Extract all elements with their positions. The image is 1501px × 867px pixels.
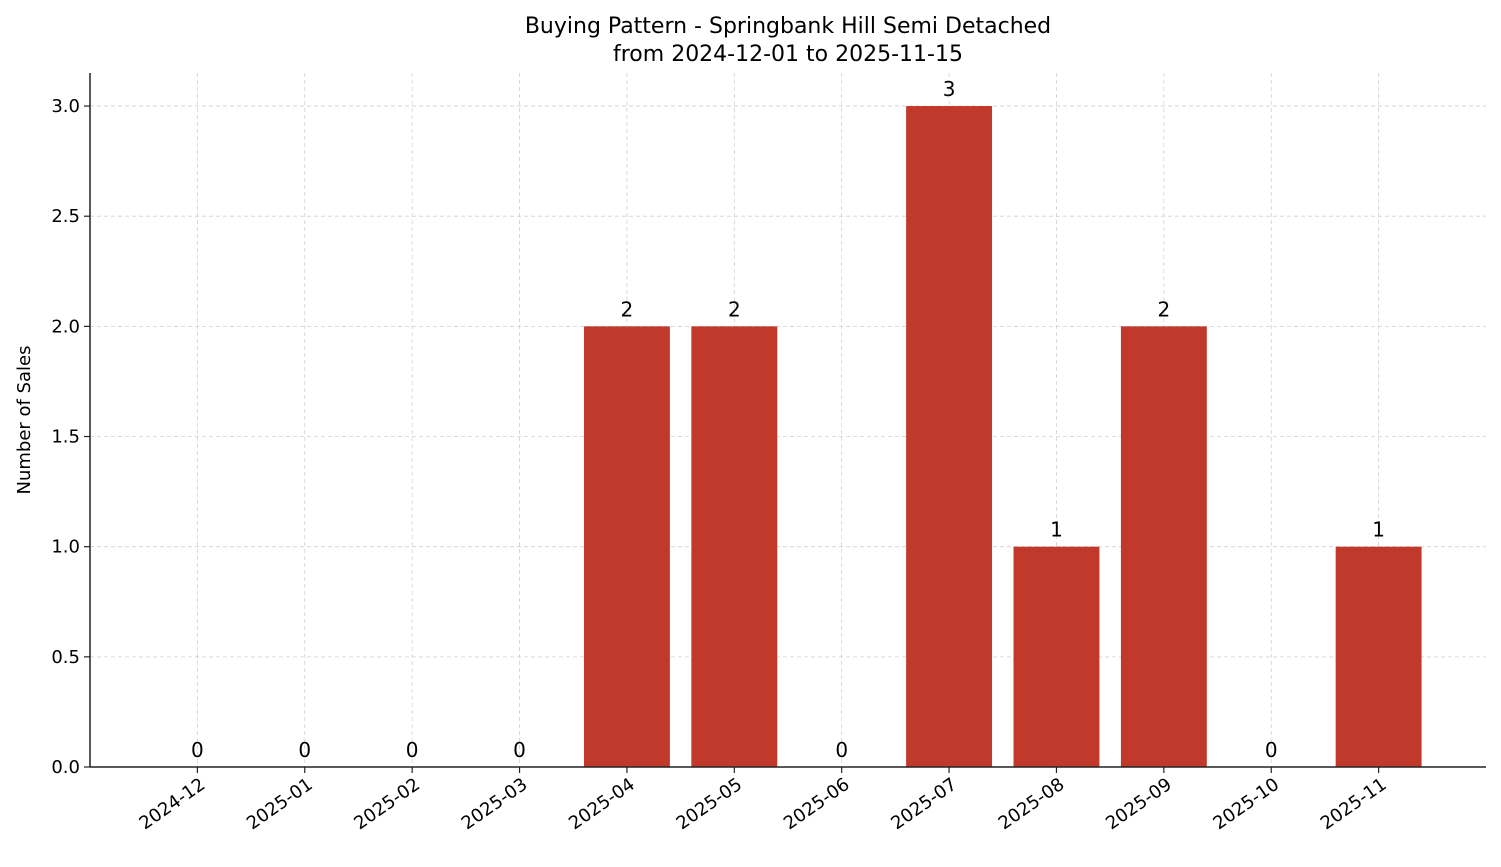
bars: 0 0 0 0 2 2 0 3 1 2 0 1: [191, 77, 1422, 768]
data-label: 0: [406, 738, 419, 762]
x-tick-label: 2024-12: [136, 774, 210, 834]
y-tick-label: 0.5: [51, 647, 80, 668]
y-tick-label: 2.5: [51, 206, 80, 227]
data-label: 0: [298, 738, 311, 762]
y-tick-label: 1.5: [51, 427, 80, 448]
data-label: 2: [621, 297, 634, 321]
x-tick-label: 2025-11: [1317, 774, 1391, 834]
x-tick-label: 2025-03: [458, 774, 532, 834]
y-axis-label: Number of Sales: [14, 345, 35, 494]
bar: [1013, 546, 1100, 767]
data-label: 0: [191, 738, 204, 762]
data-label: 2: [1157, 297, 1170, 321]
y-tick-label: 3.0: [51, 96, 80, 117]
chart-subtitle: from 2024-12-01 to 2025-11-15: [613, 42, 963, 67]
data-label: 0: [835, 738, 848, 762]
bar: [583, 326, 670, 767]
x-tick-label: 2025-09: [1102, 774, 1176, 834]
y-tick-label: 2.0: [51, 316, 80, 337]
data-label: 1: [1050, 518, 1063, 542]
x-tick-label: 2025-05: [673, 774, 747, 834]
x-tick-label: 2025-04: [565, 774, 639, 834]
x-tick-label: 2025-06: [780, 774, 854, 834]
data-label: 2: [728, 297, 741, 321]
data-label: 0: [1265, 738, 1278, 762]
bar: [691, 326, 778, 767]
y-tick-label: 1.0: [51, 537, 80, 558]
data-label: 3: [943, 77, 956, 101]
data-label: 0: [513, 738, 526, 762]
x-tick-label: 2025-02: [350, 774, 424, 834]
x-tick-label: 2025-07: [887, 774, 961, 834]
chart-title: Buying Pattern - Springbank Hill Semi De…: [525, 14, 1051, 39]
grid: [90, 73, 1486, 768]
x-tick-label: 2025-01: [243, 774, 317, 834]
x-tick-label: 2025-10: [1209, 774, 1283, 834]
bar: [906, 106, 993, 768]
x-tick-label: 2025-08: [995, 774, 1069, 834]
bar: [1335, 546, 1422, 767]
bar: [1120, 326, 1207, 767]
y-tick-label: 0.0: [51, 757, 80, 778]
data-label: 1: [1372, 518, 1385, 542]
